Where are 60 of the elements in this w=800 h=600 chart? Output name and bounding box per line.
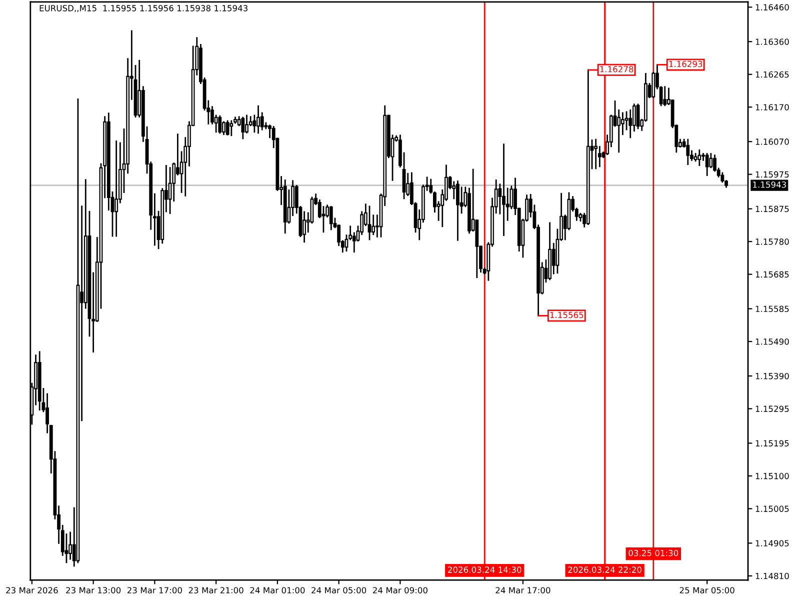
y-tick-label: 1.15975 — [756, 171, 789, 178]
candlestick — [594, 138, 598, 170]
y-tick-label: 1.14810 — [756, 572, 789, 580]
x-tick-label: 24 Mar 05:00 — [312, 587, 366, 594]
candlestick — [302, 211, 306, 243]
candlestick — [368, 206, 372, 240]
annotation: 1.16278 — [600, 66, 634, 72]
y-tick-label: 1.15295 — [756, 406, 789, 412]
y-tick-label: 1.16360 — [756, 38, 789, 45]
x-tick-label: 23 Mar 17:00 — [127, 587, 182, 594]
x-tick-label: 25 Mar 05:00 — [680, 587, 734, 594]
x-tick-label: 23 Mar 13:00 — [66, 587, 121, 594]
x-tick-label: 24 Mar 17:00 — [496, 587, 550, 594]
candlestick — [698, 150, 702, 166]
candlestick — [663, 86, 667, 106]
candlestick — [252, 114, 256, 133]
candlestick — [329, 206, 333, 230]
candlestick — [705, 152, 709, 176]
annotation: 1.15565 — [550, 312, 584, 318]
candlestick — [456, 180, 460, 241]
y-tick-label: 1.16265 — [756, 71, 789, 78]
y-tick-label: 1.15005 — [756, 506, 789, 512]
candlestick — [245, 114, 248, 134]
candlestick — [372, 214, 376, 235]
candlestick — [256, 105, 260, 134]
candlestick — [218, 115, 222, 134]
ref-line-label: 03.25 01:30 — [628, 550, 678, 556]
candlestick — [686, 138, 690, 166]
candlestick — [68, 532, 72, 560]
ref-line-label: 2026.03.24 22:20 — [568, 566, 642, 573]
y-tick-label: 1.16070 — [756, 138, 789, 145]
y-tick-label: 1.16170 — [756, 104, 789, 110]
candlestick — [502, 144, 506, 236]
x-tick-label: 24 Mar 01:00 — [250, 587, 305, 594]
x-tick-label: 24 Mar 09:00 — [372, 587, 428, 594]
candlestick — [222, 121, 226, 136]
ref-line-label: 2026.03.24 14:30 — [448, 566, 522, 573]
y-tick-label: 1.15780 — [756, 238, 789, 245]
y-tick-label: 1.15390 — [756, 372, 789, 380]
candlestick — [230, 120, 234, 136]
y-tick-label: 1.15685 — [756, 271, 789, 278]
candlestick — [628, 110, 632, 138]
y-tick-label: 1.14905 — [756, 540, 789, 546]
candlestick — [114, 140, 118, 237]
candlestick — [226, 120, 230, 136]
y-tick-label: 1.15100 — [756, 472, 789, 480]
candlestick — [241, 116, 245, 140]
candlestick — [617, 110, 621, 153]
ref-line-label: 1.15943 — [753, 181, 786, 188]
candlestick — [709, 152, 713, 168]
y-tick-label: 1.15585 — [756, 306, 789, 312]
x-tick-label: 23 Mar 2026 — [6, 587, 58, 594]
candlestick — [620, 112, 624, 136]
chart-title: EURUSD,,M15 1.15955 1.15956 1.15938 1.15943 — [40, 5, 248, 12]
annotation: 1.16293 — [669, 60, 702, 68]
y-tick-label: 1.15195 — [756, 440, 789, 446]
y-tick-label: 1.16460 — [756, 4, 789, 10]
x-tick-label: 23 Mar 21:00 — [188, 587, 244, 594]
y-tick-label: 1.15875 — [756, 206, 789, 212]
y-tick-label: 1.15490 — [756, 338, 789, 345]
